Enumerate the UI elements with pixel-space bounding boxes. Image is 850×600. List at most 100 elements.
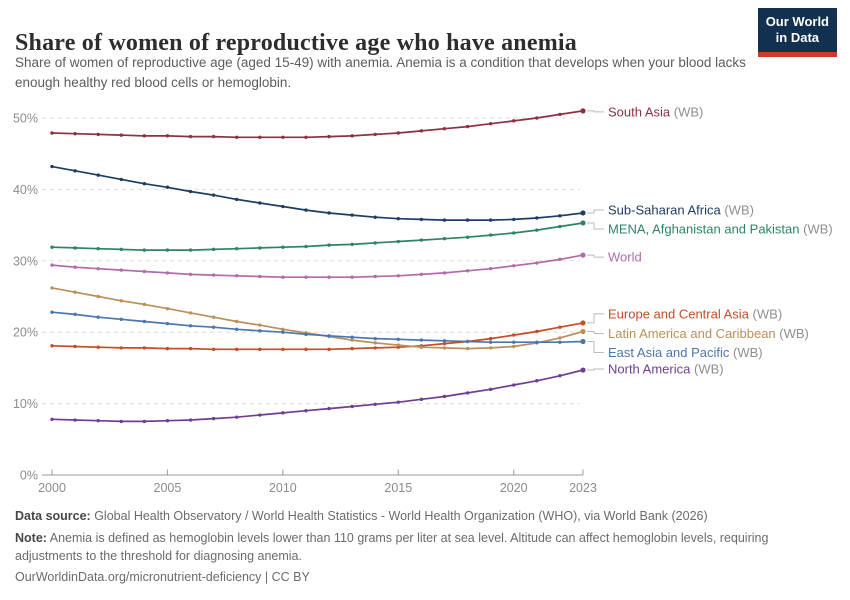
note-label: Note: — [15, 530, 47, 545]
series-point — [73, 344, 77, 349]
series-point — [50, 286, 54, 290]
series-point — [165, 185, 170, 189]
series-point — [327, 275, 331, 279]
series-point — [234, 327, 239, 332]
series-label-connector — [587, 313, 604, 324]
series-point — [281, 275, 285, 279]
series-point — [119, 419, 123, 424]
series-point — [465, 269, 470, 273]
series-point — [73, 169, 77, 173]
series-point — [119, 268, 123, 272]
series-point — [350, 335, 354, 339]
series-label-connector — [587, 110, 604, 113]
series-point — [165, 321, 170, 326]
series-point — [211, 315, 216, 319]
series-point — [350, 404, 354, 409]
x-tick-label: 2005 — [154, 481, 182, 495]
series-point — [327, 347, 331, 352]
series-point — [304, 332, 308, 337]
series-point — [142, 302, 147, 307]
series-point — [165, 248, 170, 252]
data-source-text: Global Health Observatory / World Health… — [90, 509, 708, 523]
series-point — [488, 266, 493, 271]
series-point — [258, 135, 262, 139]
series-point — [419, 238, 424, 242]
series-point — [465, 346, 470, 351]
series-point — [396, 216, 401, 221]
series-line — [51, 222, 584, 251]
series-point — [281, 204, 285, 209]
series-point — [350, 242, 354, 247]
series-point — [535, 116, 539, 120]
series-point — [188, 189, 193, 194]
series-point — [512, 344, 516, 349]
series-point — [73, 290, 77, 294]
series-point — [396, 400, 401, 404]
owid-logo-line1: Our World — [765, 14, 829, 29]
series-point — [488, 387, 493, 392]
series-point — [327, 243, 331, 247]
series-point — [558, 325, 562, 329]
series-point — [535, 228, 539, 232]
series-point — [188, 272, 193, 277]
series-label: Europe and Central Asia (WB) — [608, 306, 782, 321]
note-text: Anemia is defined as hemoglobin levels l… — [15, 530, 769, 563]
series-point — [234, 197, 239, 202]
series-point — [258, 274, 262, 279]
y-tick-label: 40% — [13, 183, 38, 197]
series-label: North America (WB) — [608, 362, 724, 377]
series-point — [96, 132, 100, 137]
series-point — [512, 383, 516, 387]
series-label: East Asia and Pacific (WB) — [608, 345, 763, 360]
series-point — [188, 134, 193, 139]
x-tick-label: 2010 — [269, 481, 297, 495]
series-point — [142, 181, 147, 186]
series-point — [234, 135, 239, 139]
series-point — [281, 327, 285, 332]
series-point — [165, 134, 170, 138]
series-point — [327, 406, 331, 411]
series-point — [419, 272, 424, 277]
series-point — [373, 241, 377, 245]
series-end-point — [580, 210, 586, 216]
series-point — [373, 336, 377, 341]
series-point — [119, 177, 123, 182]
series-label: South Asia (WB) — [608, 104, 703, 119]
series-point — [465, 235, 470, 239]
series-label-connector — [587, 222, 604, 230]
series-point — [558, 374, 562, 378]
series-point — [558, 340, 562, 344]
series-point — [258, 246, 262, 250]
data-source-label: Data source: — [15, 509, 91, 523]
y-tick-label: 30% — [13, 254, 38, 268]
series-point — [281, 330, 285, 334]
series-line — [51, 311, 584, 344]
series-point — [165, 419, 170, 423]
series-point — [119, 317, 123, 322]
series-point — [419, 397, 424, 402]
series-end-point — [580, 220, 586, 226]
owid-citation-link[interactable]: OurWorldinData.org/micronutrient-deficie… — [15, 570, 310, 585]
y-tick-label: 10% — [13, 397, 38, 411]
series-end-point — [580, 320, 586, 326]
series-point — [373, 402, 377, 407]
series-point — [558, 336, 562, 340]
series-point — [488, 346, 493, 350]
series-point — [281, 347, 285, 352]
series-point — [535, 329, 539, 334]
series-point — [50, 310, 54, 314]
series-point — [73, 418, 77, 422]
series-label: Latin America and Caribbean (WB) — [608, 326, 809, 341]
series-label: Sub-Saharan Africa (WB) — [608, 202, 754, 217]
series-point — [465, 124, 470, 129]
series-point — [419, 338, 424, 342]
owid-logo-line2: in Data — [775, 30, 820, 46]
series-point — [142, 134, 147, 138]
series-point — [442, 127, 447, 131]
series-point — [442, 339, 447, 343]
series-point — [512, 340, 516, 344]
series-point — [73, 132, 77, 136]
series-line — [51, 322, 584, 351]
series-point — [234, 415, 239, 419]
series-point — [535, 379, 539, 383]
